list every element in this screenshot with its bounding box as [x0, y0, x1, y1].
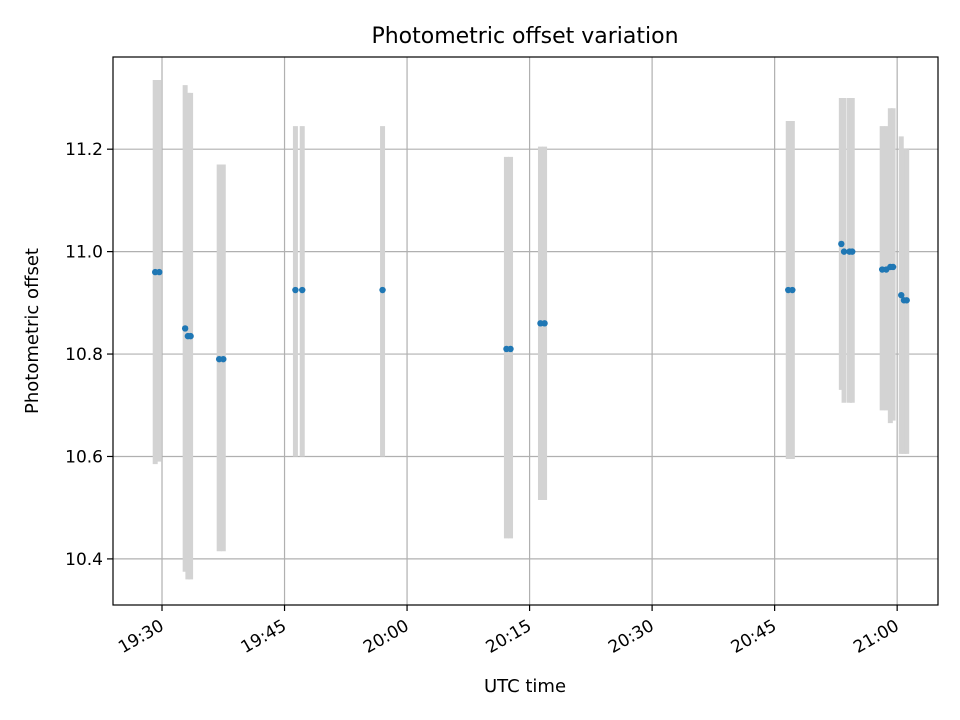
- chart-title: Photometric offset variation: [371, 24, 678, 49]
- data-point: [789, 286, 796, 294]
- data-points: [152, 240, 910, 363]
- data-point: [187, 332, 194, 340]
- data-point: [889, 263, 897, 271]
- data-point: [156, 268, 163, 276]
- y-tick-label: 10.8: [65, 345, 103, 365]
- y-tick-label: 10.6: [65, 447, 103, 467]
- y-tick-label: 11.2: [65, 140, 103, 160]
- data-point: [840, 248, 848, 255]
- y-axis-ticks: 10.4 10.6 10.8 11.0 11.2: [65, 140, 113, 570]
- y-tick-label: 10.4: [65, 550, 103, 570]
- data-point: [838, 240, 845, 248]
- grid-lines: [113, 57, 938, 605]
- data-point: [181, 325, 189, 332]
- y-axis-label: Photometric offset: [22, 248, 43, 414]
- data-point: [507, 345, 514, 353]
- data-point: [849, 248, 856, 255]
- data-point: [220, 355, 227, 363]
- data-point: [903, 297, 910, 304]
- x-axis-label: UTC time: [484, 676, 566, 697]
- plot-frame: [112, 56, 939, 606]
- data-point: [299, 286, 306, 294]
- data-point: [898, 291, 905, 299]
- data-point: [292, 286, 299, 294]
- data-point: [541, 320, 548, 327]
- data-point: [379, 286, 386, 294]
- y-tick-label: 11.0: [65, 243, 103, 263]
